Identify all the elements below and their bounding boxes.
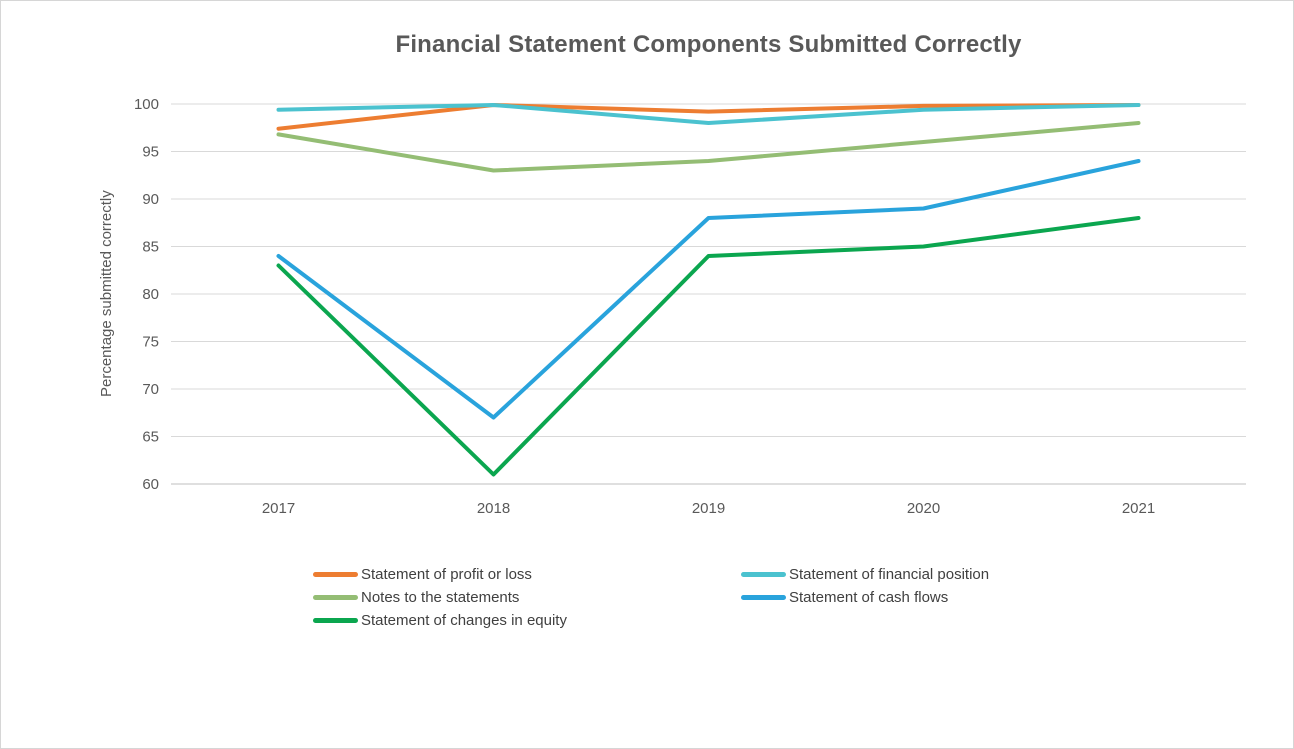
- x-tick-label: 2021: [1122, 500, 1155, 517]
- legend-label: Statement of profit or loss: [361, 566, 532, 583]
- legend-label: Notes to the statements: [361, 589, 520, 606]
- series-line-statement-of-cash-flows: [276, 159, 1141, 420]
- legend-swatch: [313, 572, 358, 577]
- series-line-notes-to-the-statements: [276, 121, 1141, 173]
- legend-item-statement-of-cash-flows: Statement of cash flows: [741, 586, 989, 609]
- legend-label: Statement of financial position: [789, 566, 990, 583]
- chart-legend: Statement of profit or loss Statement of …: [313, 563, 989, 632]
- series-line-statement-of-financial-position: [276, 102, 1141, 125]
- legend-item-statement-of-profit-or-loss: Statement of profit or loss: [313, 563, 741, 586]
- y-tick-label: 80: [142, 286, 159, 303]
- legend-swatch: [313, 595, 358, 600]
- x-tick-label: 2019: [692, 500, 725, 517]
- y-tick-label: 65: [142, 429, 159, 446]
- legend-label: Statement of changes in equity: [361, 612, 567, 629]
- y-tick-label: 100: [134, 96, 159, 113]
- legend-item-statement-of-financial-position: Statement of financial position: [741, 563, 989, 586]
- series-line-statement-of-profit-or-loss: [276, 102, 1141, 131]
- legend-item-statement-of-changes-in-equity: Statement of changes in equity: [313, 609, 741, 632]
- y-tick-label: 60: [142, 476, 159, 493]
- y-tick-label: 90: [142, 191, 159, 208]
- series-line-statement-of-changes-in-equity: [276, 216, 1141, 477]
- x-tick-label: 2018: [477, 500, 510, 517]
- x-tick-label: 2020: [907, 500, 940, 517]
- legend-item-notes-to-the-statements: Notes to the statements: [313, 586, 741, 609]
- y-tick-label: 75: [142, 334, 159, 351]
- y-tick-label: 70: [142, 381, 159, 398]
- chart-title: Financial Statement Components Submitted…: [395, 31, 1022, 58]
- line-chart-plot-area: 60 65 70 75 80 85 90 95 100 2017 2018 2019 2020 2021: [134, 96, 1246, 517]
- y-tick-label: 85: [142, 239, 159, 256]
- legend-swatch: [313, 618, 358, 623]
- legend-swatch: [741, 595, 786, 600]
- legend-swatch: [741, 572, 786, 577]
- legend-label: Statement of cash flows: [789, 589, 949, 606]
- y-tick-label: 95: [142, 144, 159, 161]
- x-tick-label: 2017: [262, 500, 295, 517]
